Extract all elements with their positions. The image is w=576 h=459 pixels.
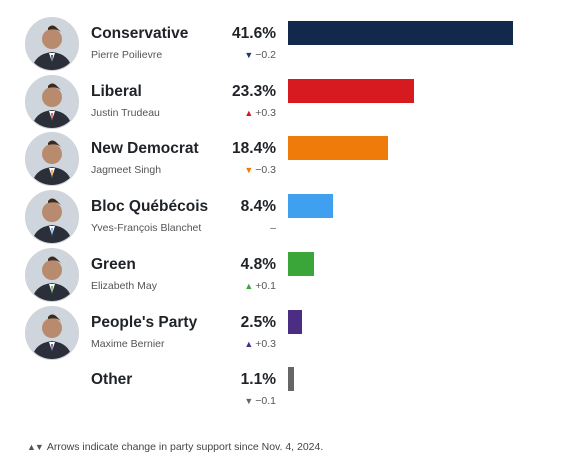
party-name-bloc-qu-b-cois: Bloc Québécois xyxy=(91,198,209,216)
party-name-new-democrat: New Democrat xyxy=(91,140,199,158)
party-row: New Democrat Jagmeet Singh 18.4% ▼ −0.3 xyxy=(0,132,576,190)
bar-bloc-qu-b-cois xyxy=(288,194,334,219)
bar-liberal xyxy=(288,78,415,103)
party-name-other: Other xyxy=(91,371,133,389)
change-value: +0.3 xyxy=(255,106,276,119)
percent-label-conservative: 41.6% xyxy=(232,25,276,42)
bar-new-democrat xyxy=(288,136,388,161)
leader-photo-people-s-party xyxy=(25,305,79,360)
footnote-text: Arrows indicate change in party support … xyxy=(46,441,324,453)
party-name-people-s-party: People's Party xyxy=(91,313,198,331)
percent-label-new-democrat: 18.4% xyxy=(232,140,276,158)
change-label-new-democrat: ▼ −0.3 xyxy=(200,164,276,176)
party-row: Liberal Justin Trudeau 23.3% ▲ +0.3 xyxy=(0,74,576,133)
arrow-up-icon: ▲ xyxy=(244,280,254,291)
change-value: −0.2 xyxy=(255,49,276,61)
change-value: – xyxy=(270,222,276,235)
party-row: People's Party Maxime Bernier 2.5% ▲ +0.3 xyxy=(0,305,576,364)
change-label-other: ▼ −0.1 xyxy=(200,395,276,407)
percent-label-other: 1.1% xyxy=(240,371,276,389)
party-name-conservative: Conservative xyxy=(91,25,189,42)
change-label-conservative: ▼ −0.2 xyxy=(200,49,276,61)
arrow-up-icon: ▲ xyxy=(244,107,254,118)
percent-label-bloc-qu-b-cois: 8.4% xyxy=(240,198,276,216)
leader-name-people-s-party: Maxime Bernier xyxy=(91,337,165,350)
change-value: −0.3 xyxy=(255,164,276,177)
change-label-people-s-party: ▲ +0.3 xyxy=(200,338,276,350)
footnote-arrows-icon: ▲▼ xyxy=(27,442,44,452)
bar-conservative xyxy=(288,21,513,45)
leader-photo-liberal xyxy=(25,74,79,129)
change-label-bloc-qu-b-cois: – xyxy=(200,222,276,234)
party-row: Bloc Québécois Yves-François Blanchet 8.4%… xyxy=(0,190,576,248)
party-row: Green Elizabeth May 4.8% ▲ +0.1 xyxy=(0,247,576,306)
change-label-green: ▲ +0.1 xyxy=(200,280,276,292)
leader-name-bloc-qu-b-cois: Yves-François Blanchet xyxy=(91,222,202,235)
percent-label-green: 4.8% xyxy=(240,255,276,273)
change-value: +0.3 xyxy=(255,337,276,350)
poll-chart: Conservative Pierre Poilievre 41.6% ▼ −0.2 Li… xyxy=(0,17,576,421)
arrow-up-icon: ▲ xyxy=(244,338,254,349)
arrow-down-icon: ▼ xyxy=(244,165,254,176)
bar-green xyxy=(288,251,314,276)
party-name-liberal: Liberal xyxy=(91,82,142,100)
bar-people-s-party xyxy=(288,309,302,334)
footnote: ▲▼ Arrows indicate change in party suppor… xyxy=(27,441,323,453)
leader-name-new-democrat: Jagmeet Singh xyxy=(91,164,162,177)
leader-photo-green xyxy=(25,247,79,302)
leader-photo-new-democrat xyxy=(25,132,79,187)
change-label-liberal: ▲ +0.3 xyxy=(200,107,276,119)
percent-label-liberal: 23.3% xyxy=(232,82,276,100)
arrow-down-icon: ▼ xyxy=(244,50,254,60)
party-row: Conservative Pierre Poilievre 41.6% ▼ −0.2 xyxy=(0,17,576,75)
change-value: −0.1 xyxy=(255,395,276,408)
arrow-down-icon: ▼ xyxy=(244,396,254,407)
leader-name-conservative: Pierre Poilievre xyxy=(91,49,163,61)
leader-name-liberal: Justin Trudeau xyxy=(91,106,160,119)
percent-label-people-s-party: 2.5% xyxy=(240,313,276,331)
leader-photo-conservative xyxy=(25,17,79,71)
change-value: +0.1 xyxy=(255,279,276,292)
party-row: Other 1.1% ▼ −0.1 xyxy=(0,363,576,421)
party-name-green: Green xyxy=(91,255,136,273)
leader-name-green: Elizabeth May xyxy=(91,279,157,292)
bar-other xyxy=(288,367,294,392)
leader-photo-bloc-qu-b-cois xyxy=(25,190,79,245)
